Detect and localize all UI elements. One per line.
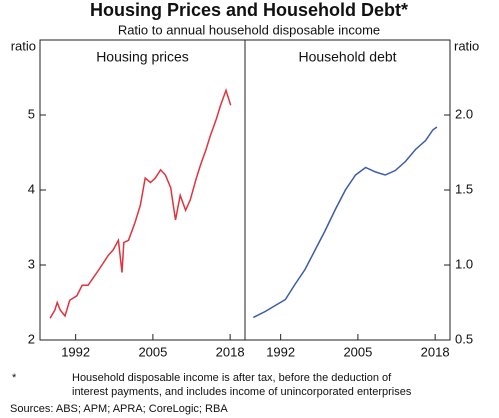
x-tick-label: 1992 <box>266 344 295 359</box>
footnote-marker: * <box>12 372 17 384</box>
y-tick-label: 1.5 <box>455 181 473 196</box>
y-tick-label: 2.0 <box>455 106 473 121</box>
x-tick-label: 2005 <box>343 344 372 359</box>
subtitle: Ratio to annual household disposable inc… <box>118 22 380 37</box>
x-tick-label: 2018 <box>421 344 450 359</box>
x-tick-label: 1992 <box>61 344 90 359</box>
sources: Sources: ABS; APM; APRA; CoreLogic; RBA <box>10 403 228 415</box>
x-tick-label: 2018 <box>216 344 245 359</box>
x-tick-label: 2005 <box>138 344 167 359</box>
y-tick-label: 2 <box>28 331 35 346</box>
data-line <box>252 126 438 319</box>
y-tick-label: 1.0 <box>455 256 473 271</box>
y-tick-label: 3 <box>28 256 35 271</box>
panel-title: Household debt <box>298 49 396 65</box>
footnote: Household disposable income is after tax… <box>72 372 392 384</box>
footnote: interest payments, and includes income o… <box>72 386 412 398</box>
y-axis-label: ratio <box>454 38 479 53</box>
y-tick-label: 5 <box>28 106 35 121</box>
panel-title: Housing prices <box>96 49 189 65</box>
y-tick-label: 4 <box>28 181 35 196</box>
y-axis-label: ratio <box>11 38 36 53</box>
y-tick-label: 0.5 <box>455 331 473 346</box>
data-line <box>49 87 232 319</box>
chart-title: Housing Prices and Household Debt* <box>90 0 408 20</box>
